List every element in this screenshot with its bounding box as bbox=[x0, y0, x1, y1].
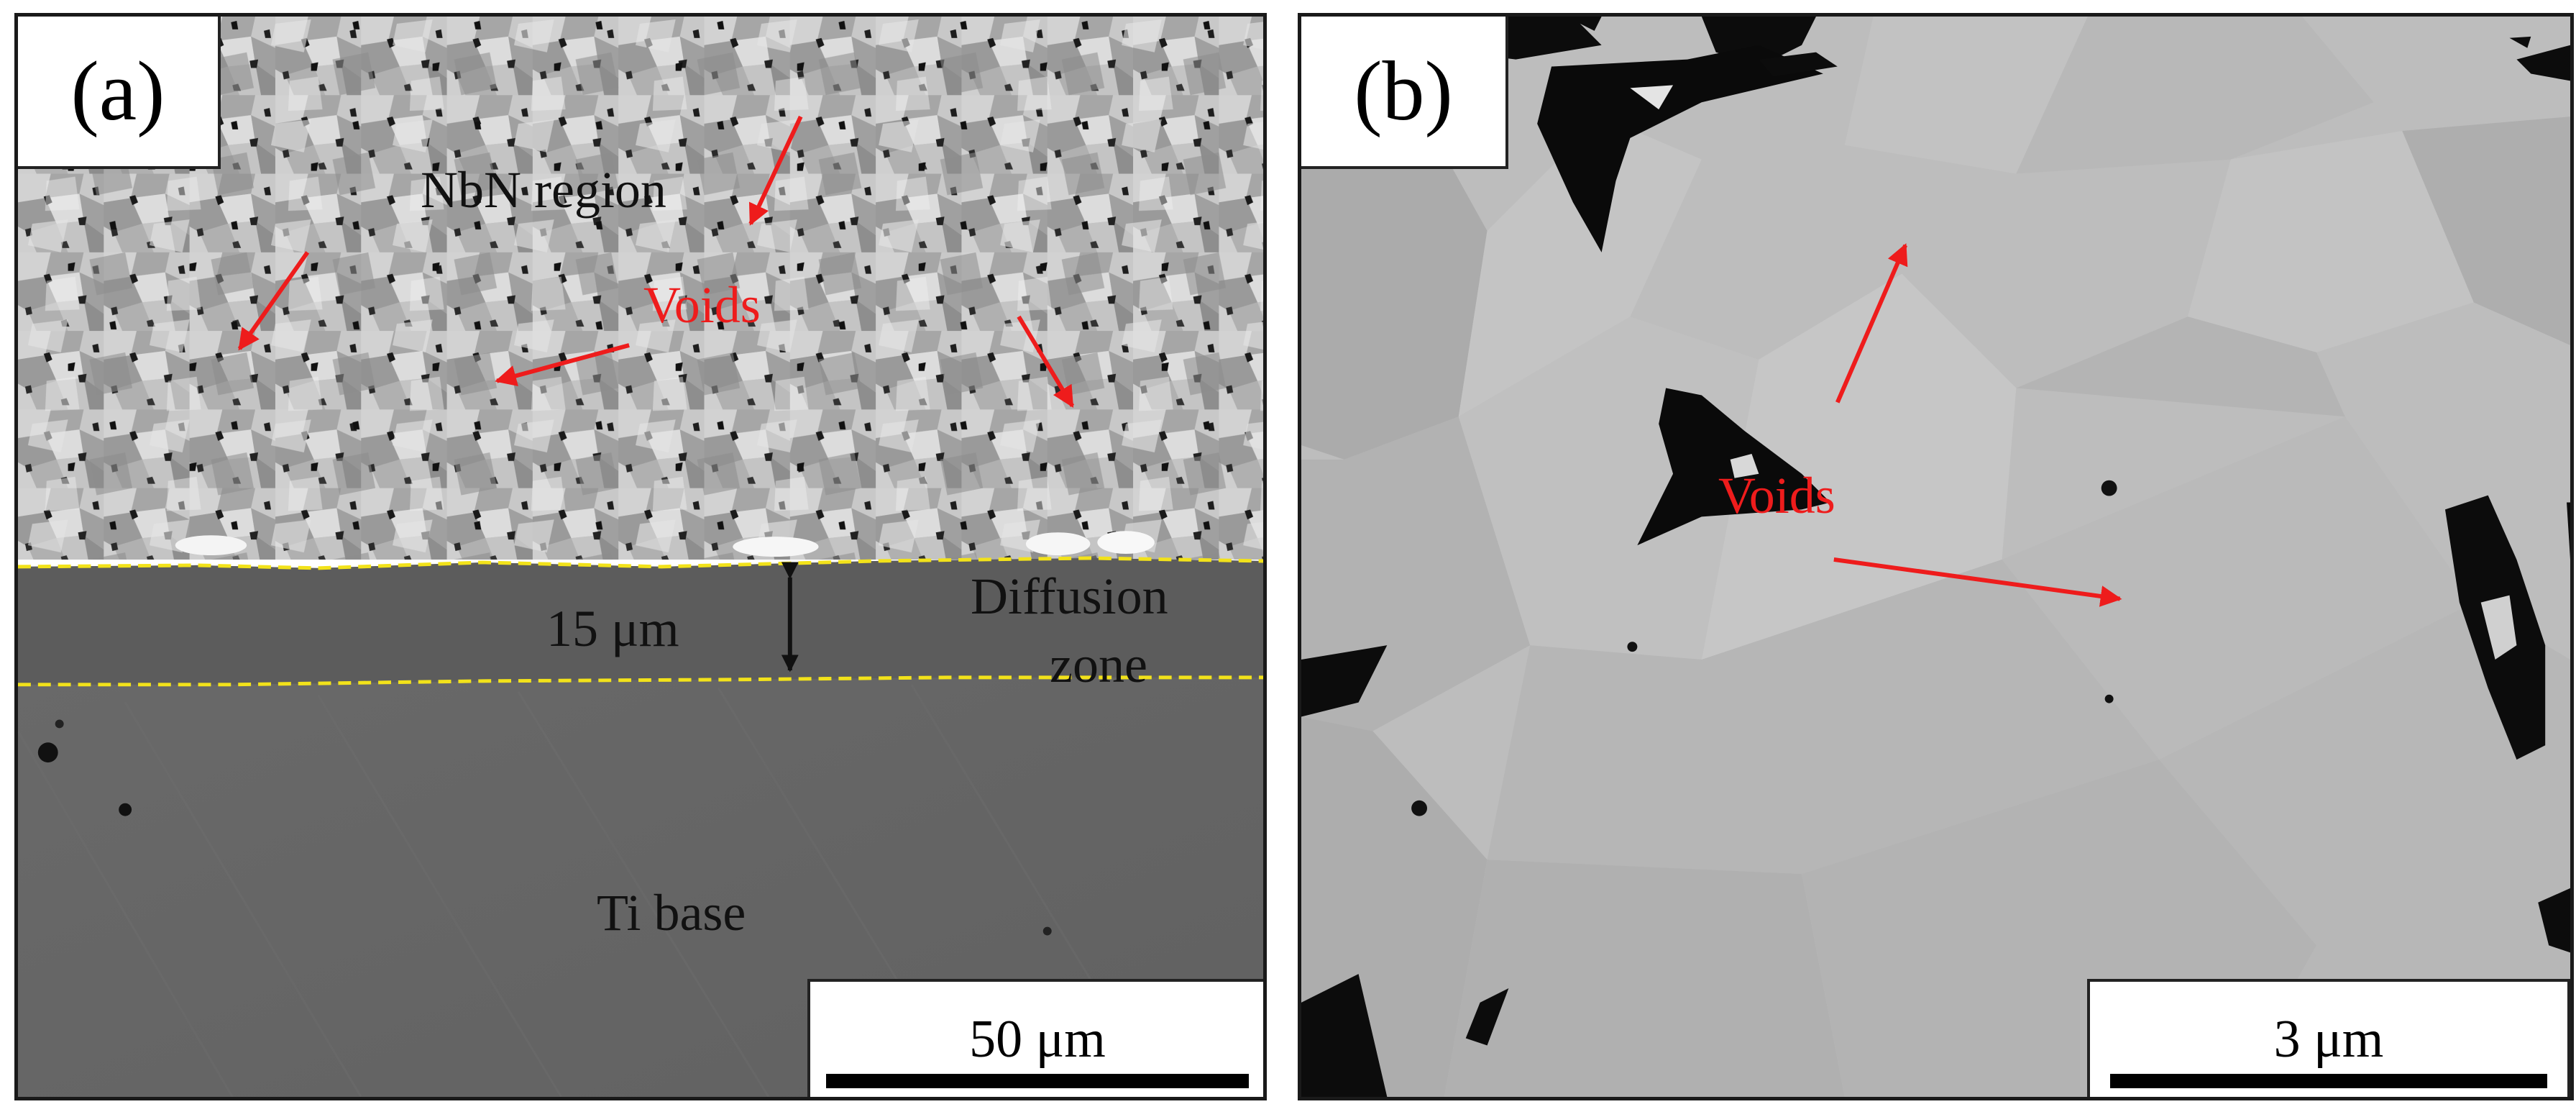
panel-b-scale-bar: 3 μm bbox=[2087, 979, 2570, 1097]
panel-a-scale-bar: 50 μm bbox=[807, 979, 1263, 1097]
panel-a-label: (a) bbox=[18, 17, 221, 169]
panel-a-micrograph bbox=[18, 17, 1263, 1097]
panel-b-micrograph bbox=[1301, 17, 2570, 1097]
panel-b-scale-line bbox=[2110, 1074, 2547, 1088]
diffusion-zone-label-line1: Diffusion bbox=[971, 567, 1168, 625]
panel-a-scale-line bbox=[826, 1074, 1249, 1088]
panel-b-label: (b) bbox=[1301, 17, 1508, 169]
thickness-label: 15 μm bbox=[546, 600, 679, 657]
panel-a-voids-label: Voids bbox=[643, 276, 761, 334]
panel-b-scale-label: 3 μm bbox=[2273, 1010, 2384, 1069]
panel-a-scale-label: 50 μm bbox=[969, 1010, 1106, 1069]
nbn-region-label: NbN region bbox=[421, 161, 666, 219]
diffusion-zone-label-line2: zone bbox=[1050, 636, 1147, 693]
ti-base-label: Ti base bbox=[597, 884, 746, 942]
panel-a-sem-image: (a) NbN region Voids 15 μm Diffusion zon… bbox=[14, 13, 1267, 1100]
panel-b-voids-label: Voids bbox=[1718, 467, 1835, 524]
panel-b-sem-image: (b) Voids 3 μm bbox=[1298, 13, 2574, 1100]
